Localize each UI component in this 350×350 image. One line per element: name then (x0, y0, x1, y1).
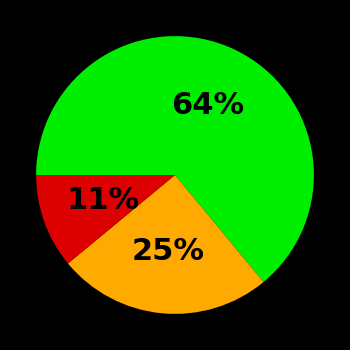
Wedge shape (36, 36, 314, 282)
Text: 25%: 25% (131, 237, 204, 266)
Text: 11%: 11% (66, 187, 140, 215)
Wedge shape (68, 175, 264, 314)
Text: 64%: 64% (171, 91, 244, 120)
Wedge shape (36, 175, 175, 264)
